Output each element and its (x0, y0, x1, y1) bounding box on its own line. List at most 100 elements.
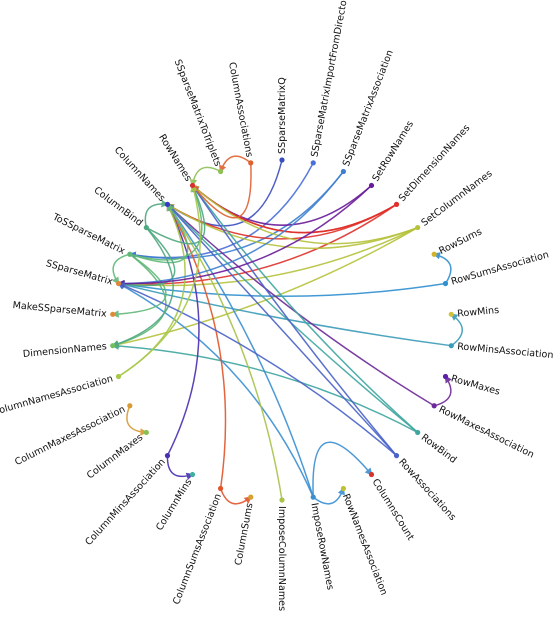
edge (450, 313, 464, 347)
edges (111, 155, 464, 505)
edge (166, 203, 227, 489)
node-label: RowMins (457, 305, 500, 320)
edge (129, 184, 203, 261)
node-label: ColumnNames (112, 145, 167, 204)
edge (116, 226, 418, 288)
edge (117, 282, 314, 498)
edge (166, 455, 194, 480)
node-dot (248, 160, 254, 166)
edge (191, 162, 252, 219)
node-dot (110, 343, 116, 349)
node-dot (448, 343, 454, 349)
node-dot (442, 373, 449, 380)
node-label: ColumnBind (92, 185, 145, 229)
node-label: RowAssociations (396, 457, 458, 523)
edge (312, 441, 373, 498)
node-label: ToSSparseMatrix (50, 211, 127, 257)
node-label: RowNames (156, 132, 193, 183)
node-label: ColumnNamesAssociation (0, 373, 114, 418)
node-dot (368, 471, 375, 478)
edge (166, 203, 398, 457)
node-dot (340, 168, 347, 175)
edge (166, 203, 283, 501)
node-dot (431, 251, 437, 257)
edge (166, 203, 418, 250)
edge (433, 375, 452, 407)
edge (312, 487, 345, 505)
node-dot (189, 182, 196, 189)
node-label: ImposeRowNames (308, 502, 335, 591)
edge (118, 184, 201, 378)
edge (116, 203, 397, 288)
node-dot (431, 403, 437, 409)
edge (117, 281, 452, 347)
edge (191, 184, 398, 457)
node-dot (279, 497, 285, 503)
node-label: RowSumsAssociation (450, 249, 550, 287)
node-dot (415, 429, 421, 436)
node-label: ColumnAssociations (226, 61, 255, 158)
node-dot (393, 453, 400, 459)
node-dot (279, 157, 285, 163)
node-label: SSparseMatrix (45, 258, 115, 288)
node-dot (310, 494, 316, 500)
node-dot (248, 494, 254, 500)
node-label: MakeSSparseMatrix (12, 300, 107, 320)
node-dot (110, 311, 116, 317)
edge (111, 226, 419, 349)
edge (112, 253, 131, 285)
node-dot (310, 160, 316, 166)
node-dot (217, 485, 224, 492)
node-label: RowSums (437, 226, 484, 257)
node-dot (393, 201, 400, 207)
edge (117, 227, 176, 288)
node-label: ColumnsCount (370, 477, 416, 543)
node-dot (164, 201, 171, 207)
node-label: SSparseMatrixQ (277, 77, 288, 154)
edge (432, 252, 452, 284)
node-dot (127, 251, 133, 257)
edge (126, 405, 148, 436)
edge (166, 203, 314, 498)
node-label: RowMaxes (450, 373, 501, 397)
edge (111, 253, 167, 348)
node-label: ColumnMaxes (85, 432, 145, 481)
node-label: SSparseMatrixToTriplets (172, 58, 223, 168)
edge (219, 488, 252, 505)
edge (219, 155, 252, 173)
node-dot (143, 224, 149, 231)
edge (189, 166, 221, 187)
node-label: SSparseMatrixImportFromDirectory (309, 0, 351, 158)
edge (191, 184, 419, 434)
node-dot (217, 168, 224, 175)
node-dot (115, 373, 122, 380)
node-label: SetRowNames (370, 119, 416, 183)
node-dot (164, 453, 171, 459)
edge (111, 342, 419, 434)
node-dot (442, 280, 449, 287)
node-dot (340, 485, 347, 492)
edge (116, 171, 345, 288)
node-dot (415, 224, 421, 231)
node-label: RowMinsAssociation (457, 341, 554, 361)
node-label: RowBind (419, 432, 459, 466)
node-label: DimensionNames (22, 341, 107, 360)
edge (111, 227, 174, 348)
node-dot (368, 182, 375, 189)
node-dot (448, 311, 454, 317)
node-dot (189, 471, 196, 478)
node-label: ColumnSumsAssociation (171, 492, 224, 606)
node-dot (143, 429, 149, 436)
node-label: ColumnMins (154, 477, 194, 533)
edge (117, 282, 398, 457)
edge (116, 184, 373, 288)
edge (166, 203, 200, 456)
edge (129, 203, 189, 264)
node-dot (115, 280, 122, 287)
node-dot (127, 403, 133, 409)
node-label: SetColumnNames (419, 168, 494, 228)
node-label: ColumnSums (233, 502, 255, 566)
node-label: ImposeColumnNames (276, 506, 287, 611)
